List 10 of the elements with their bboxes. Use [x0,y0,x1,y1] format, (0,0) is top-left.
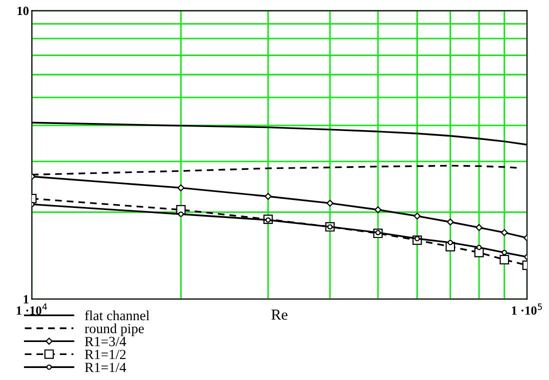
x-axis-title: Re [271,310,288,320]
y-tick-label: 1 [24,295,28,304]
legend-label: round pipe [84,323,144,336]
x-tick-label: 1 ·10$^{4}$ [16,303,48,315]
x-tick-label: 1 ·10$^{5}$ [512,303,542,315]
legend-label: R1=3/4 [84,336,126,346]
legend-label: R1=1/2 [84,350,126,360]
legend-label: flat channel [84,310,150,320]
y-tick-label: 10 [18,6,29,16]
legend-label: R1=1/4 [84,362,126,372]
